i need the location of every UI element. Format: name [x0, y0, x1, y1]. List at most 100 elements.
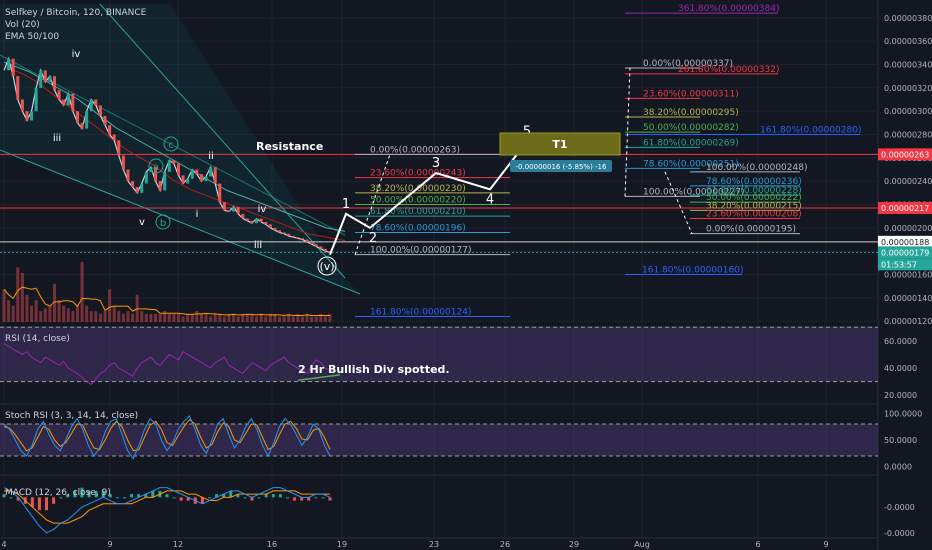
wave-label-major: 3: [432, 156, 440, 171]
volume-bar: [305, 313, 309, 322]
candle: [126, 169, 130, 182]
fib-level-label: 100.00%(0.00000177): [370, 246, 471, 256]
price-tick-label: 0.00000280: [884, 131, 932, 140]
volume-bar: [20, 272, 24, 322]
wave-label-major: 5: [523, 125, 531, 140]
candle: [245, 218, 249, 221]
volume-bar: [328, 313, 332, 322]
volume-bar: [11, 305, 15, 322]
stoch-band: [0, 424, 878, 456]
volume-bar: [310, 316, 314, 322]
volume-bar: [80, 262, 84, 322]
macd-signal-line: [4, 490, 330, 524]
fib-connector: [664, 171, 693, 234]
fib-level-label: 0.00%(0.00000263): [370, 145, 460, 155]
volume-bar: [323, 316, 327, 322]
volume-bar: [94, 311, 98, 322]
forecast-line[interactable]: [329, 140, 528, 256]
wave-label-minor: c: [168, 140, 174, 151]
macd-histogram-bar: [9, 497, 13, 499]
candle: [232, 206, 236, 212]
volume-bar: [227, 313, 231, 322]
macd-histogram-bar: [208, 497, 212, 499]
ema-indicator-label: EMA 50/100: [5, 32, 59, 42]
wave-label-minor: iv: [258, 204, 267, 215]
candle: [323, 248, 327, 252]
candle: [204, 176, 208, 182]
macd-histogram-bar: [87, 490, 91, 498]
macd-histogram-bar: [101, 490, 105, 498]
macd-histogram-bar: [73, 490, 77, 498]
measure-label: -0.00000016 (-5.85%) -16: [516, 163, 607, 171]
candle: [34, 87, 38, 112]
price-axis-background: [878, 0, 932, 550]
macd-histogram-bar: [321, 497, 325, 499]
candle: [310, 241, 314, 245]
candle: [140, 183, 144, 193]
volume-bar: [39, 311, 43, 322]
volume-bar: [62, 305, 66, 322]
wave-label-minor: (v): [319, 260, 334, 273]
macd-label: MACD (12, 26, close, 9): [5, 488, 111, 498]
wave-label-major: 2: [369, 231, 377, 246]
wedge-lower-line[interactable]: [0, 149, 361, 295]
bullish-div-line[interactable]: [297, 374, 341, 382]
target-box[interactable]: [499, 132, 621, 156]
candle: [103, 115, 107, 126]
volume-bar: [25, 294, 29, 322]
volume-bar: [149, 313, 153, 322]
price-tag-label: 0.00000263: [881, 150, 929, 159]
price-tag-box: [878, 202, 932, 214]
candle: [53, 76, 57, 91]
candle: [190, 169, 194, 179]
price-tag-label: 01:53:57: [881, 260, 917, 269]
volume-bar: [273, 313, 277, 322]
macd-histogram-bar: [122, 497, 126, 499]
macd-histogram-bar: [243, 497, 247, 499]
rsi-line: [3, 343, 331, 385]
fib-level-label: 23.60%(0.00000208): [706, 210, 802, 220]
volume-bar: [255, 316, 259, 322]
wave-label-minor: ii: [208, 151, 214, 162]
candle: [209, 167, 213, 177]
macd-histogram-bar: [278, 494, 282, 498]
wave-circle: [148, 158, 164, 174]
candle: [264, 222, 268, 225]
volume-bar: [158, 313, 162, 322]
price-tick-label: 0.00000120: [884, 317, 932, 326]
fibonacci-levels[interactable]: 0.00%(0.00000263) 23.60%(0.00000243) 38.20…: [354, 4, 861, 318]
time-axis[interactable]: 4 9 12 16 19 23 26 29 Aug 6 9: [1, 540, 828, 549]
volume-bar: [245, 313, 249, 322]
rsi-tick-label: 40.0000: [884, 364, 917, 373]
stoch-rsi-pane[interactable]: 100.0000 50.0000 0.0000: [0, 409, 922, 472]
macd-histogram-bar: [16, 497, 20, 501]
candle: [222, 202, 226, 211]
fib-extension-label: 161.80%(0.00000160): [642, 266, 743, 276]
fib-extension-label: 161.80%(0.00000280): [760, 126, 861, 136]
volume-bar: [131, 313, 135, 322]
volume-bar: [121, 313, 125, 322]
time-tick-label: 29: [569, 540, 579, 549]
macd-histogram-bar: [215, 494, 219, 498]
fib-level-label: 0.00%(0.00000195): [706, 225, 796, 235]
macd-histogram-bar: [45, 497, 49, 511]
candle: [112, 134, 116, 141]
fib-level-label: 23.60%(0.00000243): [370, 169, 466, 179]
candle: [199, 174, 203, 182]
volume-bar: [296, 313, 300, 322]
macd-histogram-bar: [250, 497, 254, 501]
volume-bar: [195, 311, 199, 322]
macd-pane[interactable]: -0.0000 -0.0000: [2, 487, 915, 538]
fib-level-label: 38.20%(0.00000295): [643, 108, 739, 118]
macd-histogram-bar: [285, 497, 289, 499]
rsi-pane[interactable]: 60.0000 40.0000 20.0000: [0, 326, 917, 400]
volume-bar: [209, 316, 213, 322]
volume-bar: [75, 305, 79, 322]
price-tick-label: 0.00000200: [884, 224, 932, 233]
fib-level-label: 0.00%(0.00000337): [643, 59, 733, 69]
volume-bar: [204, 313, 208, 322]
trend-line[interactable]: [0, 54, 346, 236]
macd-histogram-bar: [66, 494, 70, 498]
